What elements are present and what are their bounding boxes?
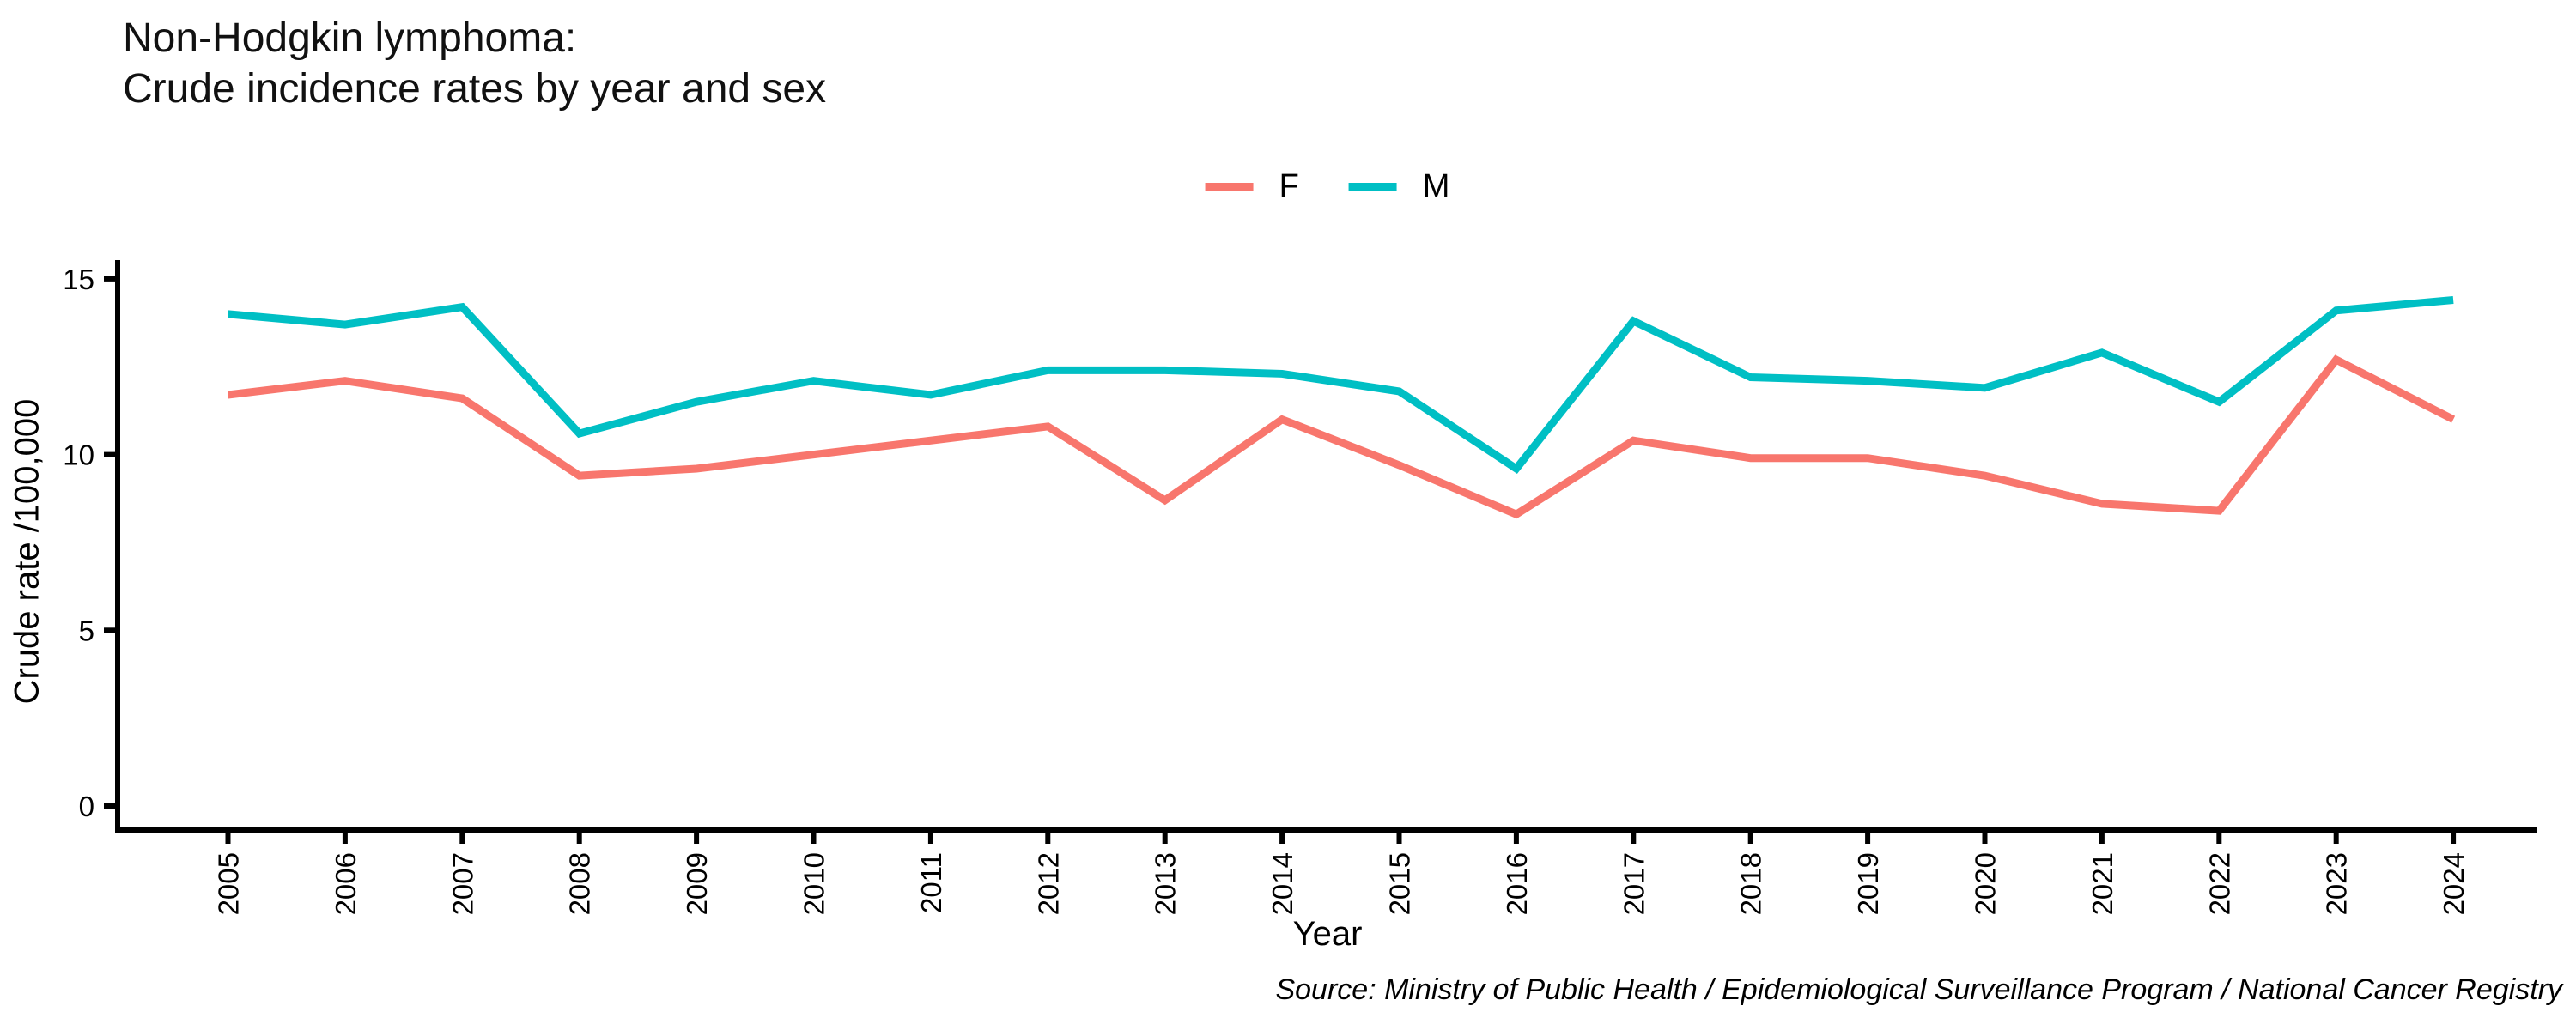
y-tick-label: 15: [63, 264, 94, 295]
legend: F M: [1205, 168, 1450, 205]
y-tick-label: 10: [63, 439, 94, 471]
x-tick-label: 2009: [681, 852, 713, 915]
legend-swatch-m: [1348, 183, 1397, 191]
chart-title-line2: Crude incidence rates by year and sex: [123, 65, 827, 112]
x-tick-label: 2018: [1735, 852, 1767, 915]
x-tick-label: 2008: [564, 852, 596, 915]
x-tick-label: 2017: [1618, 852, 1649, 915]
chart-title-line1: Non-Hodgkin lymphoma:: [123, 15, 577, 61]
x-tick-label: 2006: [330, 852, 361, 915]
legend-item-m: M: [1348, 168, 1450, 205]
x-axis-title: Year: [1292, 915, 1363, 953]
x-tick-label: 2013: [1150, 852, 1182, 915]
source-note: Source: Ministry of Public Health / Epid…: [1275, 973, 2562, 1006]
x-tick-label: 2011: [915, 852, 947, 913]
legend-item-f: F: [1205, 168, 1299, 205]
x-tick-label: 2005: [213, 852, 245, 915]
y-tick-label: 0: [79, 791, 94, 822]
x-tick-label: 2010: [799, 852, 830, 915]
x-tick-label: 2015: [1384, 852, 1416, 915]
x-tick-label: 2022: [2203, 852, 2235, 915]
x-tick-label: 2021: [2087, 852, 2118, 915]
y-tick-label: 5: [79, 615, 94, 646]
legend-label-m: M: [1422, 168, 1450, 204]
x-tick-label: 2014: [1267, 852, 1298, 915]
x-tick-label: 2007: [447, 852, 478, 915]
x-tick-label: 2023: [2321, 852, 2353, 915]
legend-label-f: F: [1279, 168, 1299, 204]
series-line-m: [228, 295, 2454, 475]
x-tick-label: 2019: [1852, 852, 1884, 915]
chart-title: Non-Hodgkin lymphoma: Crude incidence rat…: [123, 14, 826, 114]
x-tick-label: 2024: [2438, 852, 2470, 915]
x-tick-label: 2016: [1501, 852, 1533, 915]
series-line-f: [227, 354, 2456, 519]
legend-swatch-f: [1205, 183, 1254, 191]
x-tick-label: 2012: [1032, 852, 1064, 915]
x-tick-label: 2020: [1970, 852, 2002, 915]
